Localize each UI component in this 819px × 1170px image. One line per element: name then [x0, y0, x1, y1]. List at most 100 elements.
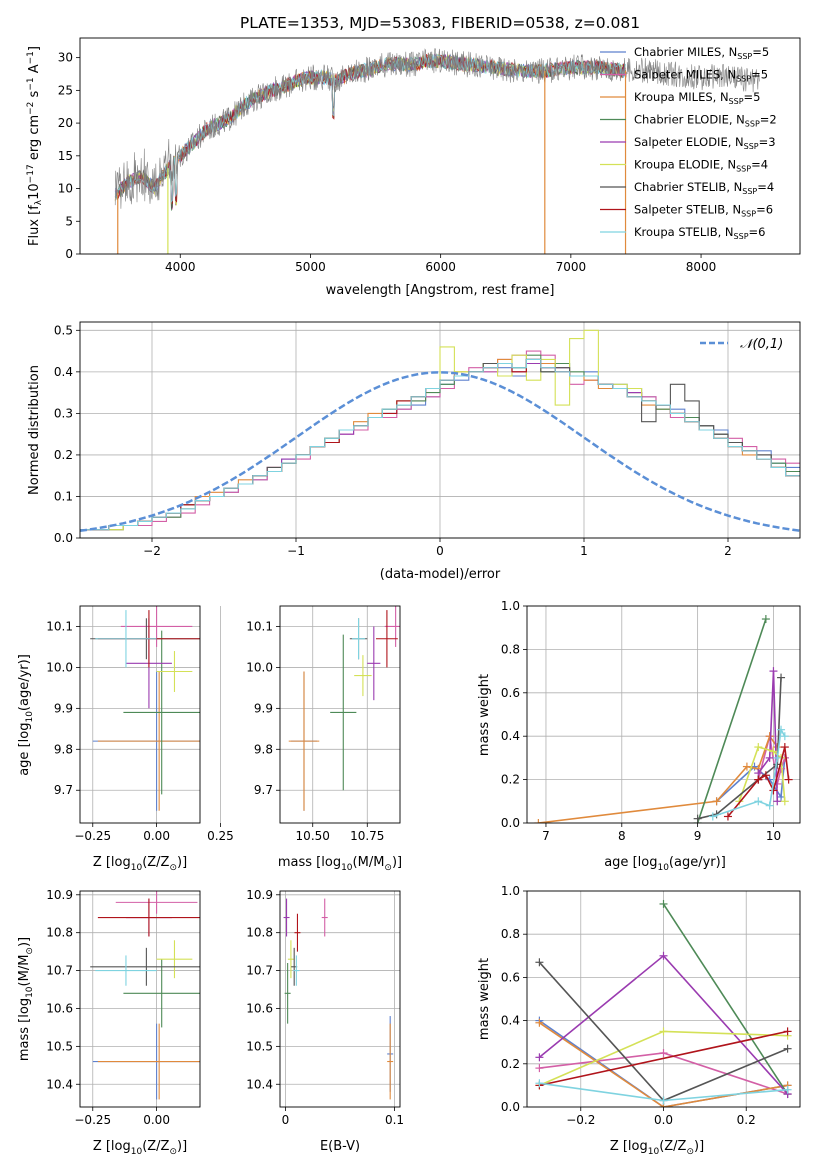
y-tick-label: 10.1 — [246, 619, 273, 633]
legend-label: Chabrier STELIB, NSSP=4 — [634, 180, 774, 196]
age-vs-metallicity-x-axis-label: Z [log10(Z/Z⊙)] — [93, 855, 187, 873]
label-segment: )] — [177, 855, 187, 870]
y-tick-label: 10.7 — [46, 964, 73, 978]
spectrum-title: PLATE=1353, MJD=53083, FIBERID=0538, z=0… — [240, 14, 640, 32]
x-tick-label: 10.50 — [296, 829, 330, 843]
x-tick-label: 8 — [618, 829, 626, 843]
clipped-layer — [80, 329, 800, 532]
y-tick-label: 0.1 — [54, 489, 73, 503]
legend-series-name: Kroupa ELODIE, N — [634, 158, 736, 172]
y-tick-label: 30 — [58, 51, 73, 65]
legend-series-name: Salpeter STELIB, N — [634, 203, 741, 217]
y-tick-label: 10.1 — [46, 619, 73, 633]
y-tick-label: 0.3 — [54, 406, 73, 420]
label-segment: )] — [17, 937, 32, 947]
y-tick-label: 10.6 — [246, 1001, 273, 1015]
legend-count: =3 — [759, 135, 776, 149]
x-tick-label: 1 — [580, 544, 588, 558]
label-segment: −17 — [26, 164, 36, 183]
x-tick-label: 6000 — [425, 260, 456, 274]
legend-subscript: SSP — [734, 232, 749, 241]
label-segment: ⊙ — [384, 863, 392, 873]
x-tick-label: 0.1 — [385, 1113, 404, 1127]
axes-frame — [526, 605, 801, 824]
x-tick-label: 0 — [282, 1113, 290, 1127]
residuals-panel: −2 −1 0 1 2 0.0 0.1 0.2 0.3 0.4 0.5 (data-model)/e… — [27, 321, 801, 582]
legend-label: Salpeter MILES, NSSP=5 — [634, 68, 768, 84]
y-tick-label: 9.7 — [254, 783, 273, 797]
label-segment: λ — [34, 199, 44, 205]
age-vs-metallicity-y-axis-label: age [log10(age/yr)] — [17, 654, 35, 776]
x-tick-label: −1 — [287, 544, 305, 558]
x-tick-label: 0.00 — [143, 829, 170, 843]
legend-series-name: Chabrier STELIB, N — [634, 180, 742, 194]
label-segment: )] — [177, 1139, 187, 1154]
legend-subscript: SSP — [742, 187, 757, 196]
legend-count: =5 — [752, 45, 769, 59]
y-tick-label: 10.7 — [246, 964, 273, 978]
label-segment: 10 — [341, 863, 353, 873]
label-segment: 10 — [131, 863, 143, 873]
age-vs-metallicity-panel: −0.25 0.00 0.259.79.89.910.010.1 Z [log10(… — [17, 605, 234, 873]
weight-vs-age-y-axis-label: mass weight — [477, 674, 492, 756]
clipped-layer — [534, 615, 793, 823]
axes-frame — [79, 37, 801, 255]
y-tick-label: 0.0 — [501, 816, 520, 830]
clipped-layer — [535, 899, 792, 1107]
y-tick-label: 1.0 — [501, 599, 520, 613]
legend-subscript: SSP — [737, 52, 752, 61]
y-tick-label: 0.4 — [501, 1014, 520, 1028]
x-tick-label: 10.75 — [350, 829, 384, 843]
mass-weight-line — [662, 903, 789, 1095]
x-tick-label: 7000 — [556, 260, 587, 274]
spectrum-x-axis-label: wavelength [Angstrom, rest frame] — [326, 283, 555, 298]
x-tick-label: 5000 — [295, 260, 326, 274]
label-segment: −1 — [26, 77, 36, 90]
y-tick-label: 9.7 — [54, 783, 73, 797]
mass-vs-metallicity-y-axis-label: mass [log10(M/M⊙)] — [17, 937, 35, 1061]
x-tick-label: −0.25 — [74, 1113, 111, 1127]
x-tick-label: −2 — [143, 544, 161, 558]
legend-label: Salpeter ELODIE, NSSP=3 — [634, 135, 776, 151]
normal-distribution-curve — [80, 371, 800, 532]
legend-subscript: SSP — [744, 142, 759, 151]
x-tick-label: 2 — [724, 544, 732, 558]
spectrum-panel: PLATE=1353, MJD=53083, FIBERID=0538, z=0… — [26, 14, 801, 298]
legend-count: =6 — [756, 203, 773, 217]
y-tick-label: 0.5 — [54, 323, 73, 337]
label-segment: erg cm — [27, 115, 42, 164]
label-segment: ⊙ — [169, 1147, 177, 1157]
y-tick-label: 0.0 — [501, 1100, 520, 1114]
x-tick-label: −0.2 — [566, 1113, 595, 1127]
y-tick-label: 10.9 — [46, 888, 73, 902]
residuals-plot-area: −2 −1 0 1 2 0.0 0.1 0.2 0.3 0.4 0.5 — [54, 321, 801, 558]
label-segment: mass [log — [278, 855, 341, 870]
legend-label: Kroupa MILES, NSSP=5 — [634, 90, 760, 106]
label-segment: ⊙ — [25, 947, 35, 955]
label-segment: age [log — [604, 855, 657, 870]
axes-frame — [79, 605, 201, 824]
y-tick-label: 15 — [58, 149, 73, 163]
legend-label: Chabrier MILES, NSSP=5 — [634, 45, 769, 61]
y-tick-label: 0.2 — [501, 1057, 520, 1071]
residuals-x-axis-label: (data-model)/error — [380, 567, 501, 582]
age-vs-mass-plot-area: 10.50 10.75 9.7 9.8 9.9 10.0 10.1 — [246, 605, 401, 843]
legend-label: Kroupa ELODIE, NSSP=4 — [634, 158, 768, 174]
legend-series-name: Chabrier ELODIE, N — [634, 113, 745, 127]
clipped-layer — [283, 898, 394, 1100]
residual-histogram-step — [80, 358, 800, 531]
age-vs-metallicity-plot-area: −0.25 0.00 0.25 9.7 9.8 9.9 10.0 10.1 — [46, 605, 234, 843]
weight-vs-metallicity-y-axis-label: mass weight — [477, 958, 492, 1040]
y-tick-label: 10.4 — [46, 1077, 73, 1091]
weight-vs-age-plot-area: 7 8 9 10 0.0 0.2 0.4 0.6 0.8 1.0 — [501, 599, 801, 843]
legend-subscript: SSP — [729, 97, 744, 106]
y-tick-label: 9.8 — [254, 742, 273, 756]
y-tick-label: 0.8 — [501, 642, 520, 656]
mass-vs-ebv-panel: 0 0.1 10.4 10.5 10.6 10.7 10.8 10.9 E(B-V) — [246, 888, 404, 1154]
weight-vs-metallicity-x-axis-label: Z [log10(Z/Z⊙)] — [610, 1139, 704, 1157]
mass-vs-ebv-x-axis-label: E(B-V) — [320, 1139, 360, 1154]
y-tick-label: 10.9 — [246, 888, 273, 902]
label-segment: Flux [f — [27, 205, 42, 246]
x-tick-label: 10 — [766, 829, 781, 843]
y-tick-label: 0.4 — [54, 365, 73, 379]
